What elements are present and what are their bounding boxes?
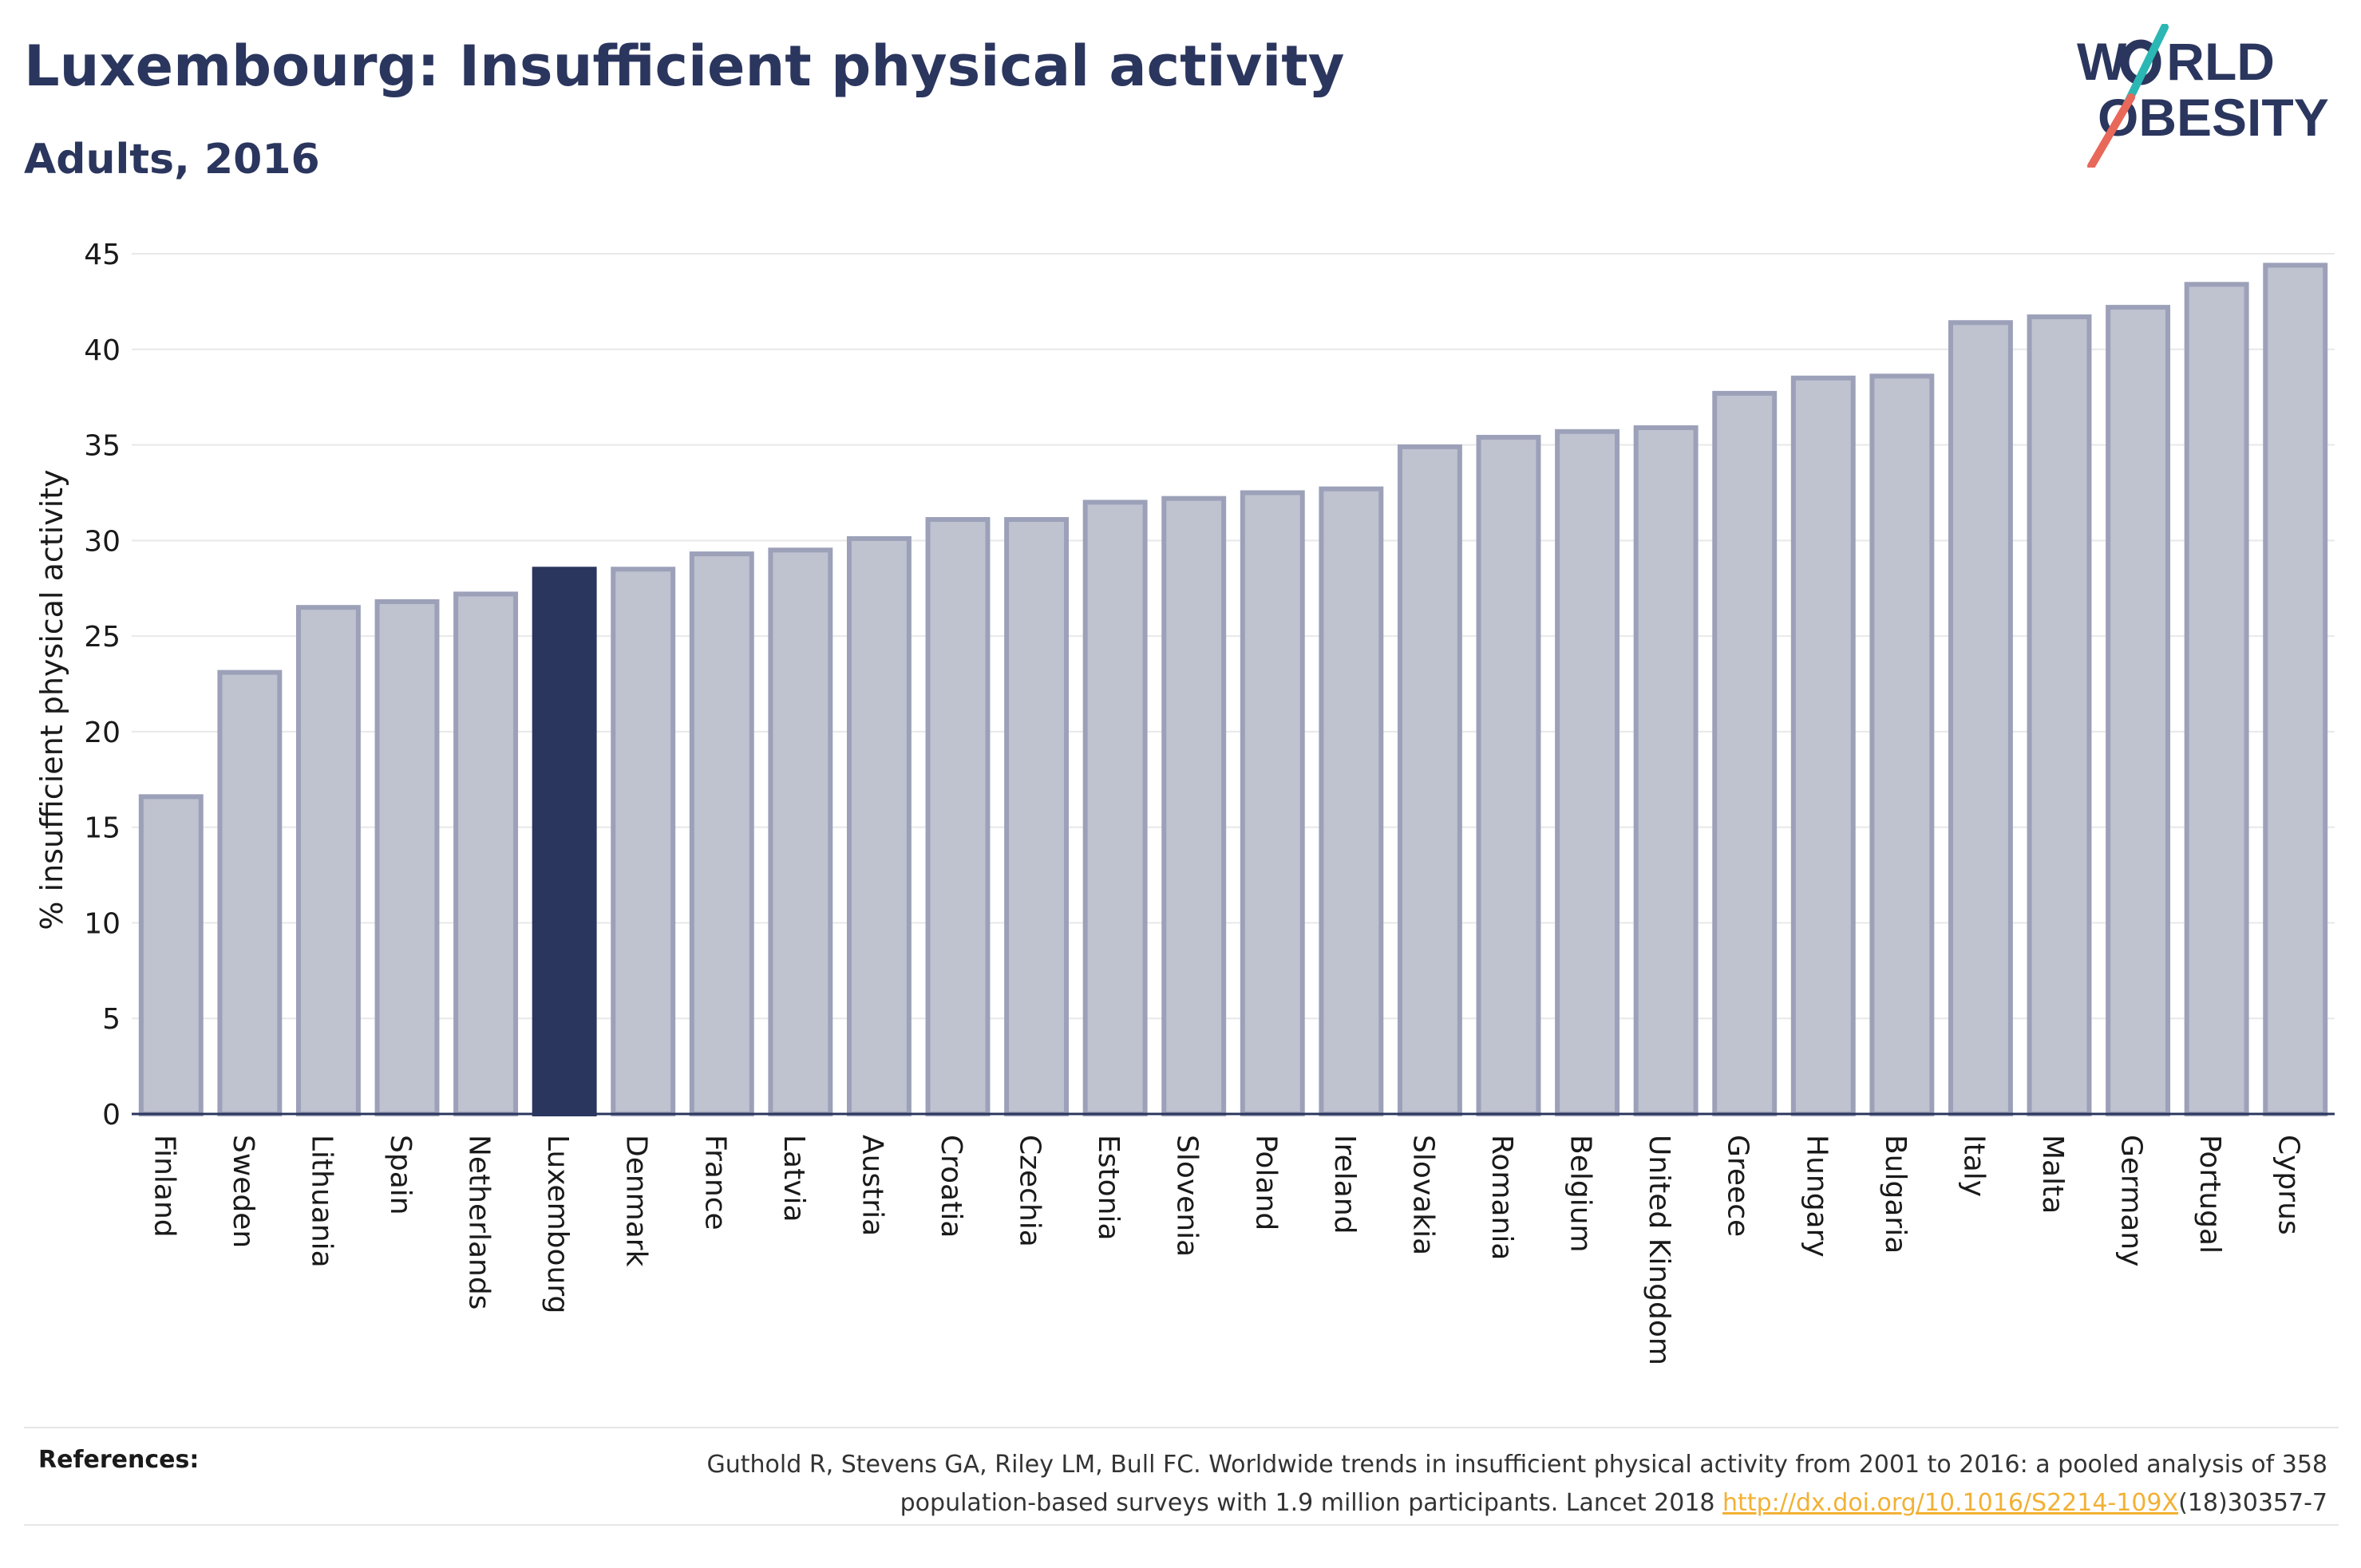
references-label: References: — [38, 1446, 200, 1474]
x-tick-label: Netherlands — [463, 1135, 496, 1309]
bar — [138, 794, 204, 1116]
bar — [2184, 282, 2249, 1117]
y-axis-label: % insufficient physical activity — [34, 469, 69, 930]
bar — [1476, 434, 1541, 1116]
x-tick-label: Poland — [1249, 1135, 1282, 1230]
x-tick-label: Romania — [1485, 1135, 1518, 1260]
bar — [611, 567, 676, 1116]
bar — [2106, 305, 2171, 1116]
bar — [1869, 373, 1935, 1116]
bar — [846, 535, 912, 1116]
bar — [1240, 490, 1305, 1116]
x-tick-label: Spain — [384, 1135, 417, 1215]
bar — [1319, 486, 1384, 1116]
bar — [689, 551, 754, 1116]
x-tick-label: Luxembourg — [541, 1135, 574, 1313]
x-tick-label: Ireland — [1328, 1135, 1361, 1234]
logo-slash-bottom — [2087, 93, 2135, 168]
x-tick-label: Germany — [2115, 1135, 2148, 1266]
bar — [768, 547, 833, 1116]
x-tick-label: Sweden — [227, 1135, 259, 1248]
y-tick-label: 30 — [84, 525, 121, 558]
bar-highlighted — [532, 567, 597, 1116]
bar — [925, 516, 991, 1116]
bar — [1161, 496, 1227, 1116]
logo-text-besity: BESITY — [2138, 88, 2328, 147]
y-tick-label: 20 — [84, 717, 121, 749]
references-citation-suffix: (18)30357-7 — [2178, 1489, 2327, 1517]
x-tick-label: Latvia — [777, 1135, 810, 1222]
bar-chart: 0 5 10 15 20 25 30 35 40 45 Finland Sweden Lithuania… — [34, 239, 2335, 1365]
bar — [217, 669, 283, 1116]
x-tick-label: Denmark — [620, 1135, 653, 1267]
x-tick-label: Italy — [1957, 1135, 1990, 1197]
divider-top — [24, 1427, 2339, 1428]
chart-subtitle: Adults, 2016 — [24, 136, 320, 184]
logo-text-rld: RLD — [2166, 32, 2275, 91]
bar — [2027, 314, 2092, 1116]
bar — [1004, 516, 1070, 1116]
x-tick-label: Greece — [1722, 1135, 1754, 1237]
x-tick-label: Finland — [148, 1135, 180, 1238]
x-tick-label: Malta — [2036, 1135, 2069, 1214]
x-tick-label: Hungary — [1800, 1135, 1833, 1258]
x-tick-label: Portugal — [2193, 1135, 2226, 1254]
axes: 0 5 10 15 20 25 30 35 40 45 Finland Sweden Lithuania… — [84, 239, 2335, 1365]
logo-text-w: W — [2077, 32, 2127, 91]
x-tick-label: Austria — [856, 1135, 888, 1236]
x-tick-label: United Kingdom — [1643, 1135, 1675, 1365]
y-tick-label: 45 — [84, 239, 121, 271]
references-doi-link[interactable]: http://dx.doi.org/10.1016/S2214-109X — [1722, 1489, 2179, 1517]
bar — [1790, 375, 1856, 1116]
y-tick-label: 0 — [102, 1099, 121, 1132]
divider-bottom — [24, 1524, 2339, 1526]
x-tick-label: Lithuania — [305, 1135, 338, 1268]
bar — [1948, 320, 2013, 1116]
bar — [1555, 429, 1620, 1116]
chart-title: Luxembourg: Insufficient physical activi… — [24, 34, 1345, 99]
y-tick-label: 10 — [84, 907, 121, 940]
bar — [1712, 390, 1778, 1116]
y-tick-label: 25 — [84, 621, 121, 654]
y-tick-label: 5 — [102, 1003, 121, 1036]
y-tick-label: 15 — [84, 812, 121, 845]
x-tick-label: France — [698, 1135, 731, 1230]
x-tick-label: Cyprus — [2272, 1135, 2305, 1235]
x-tick-label: Czechia — [1014, 1135, 1046, 1247]
x-tick-label: Belgium — [1564, 1135, 1597, 1253]
x-tick-label: Croatia — [935, 1135, 967, 1238]
references-text: Guthold R, Stevens GA, Riley LM, Bull FC… — [571, 1446, 2327, 1523]
bar — [1633, 425, 1699, 1116]
bar — [374, 598, 440, 1116]
bar — [1397, 444, 1462, 1116]
logo-slash-top — [2123, 24, 2169, 108]
bar — [295, 605, 361, 1116]
bar — [1082, 500, 1148, 1116]
references-citation: Guthold R, Stevens GA, Riley LM, Bull FC… — [706, 1451, 2327, 1517]
y-tick-label: 40 — [84, 334, 121, 367]
x-tick-label: Estonia — [1092, 1135, 1125, 1241]
x-tick-label: Slovenia — [1171, 1135, 1204, 1257]
y-tick-label: 35 — [84, 430, 121, 463]
bar — [2263, 263, 2328, 1117]
bars — [138, 263, 2328, 1117]
x-tick-label: Slovakia — [1406, 1135, 1439, 1255]
x-tick-label: Bulgaria — [1879, 1135, 1912, 1254]
bar — [453, 591, 519, 1116]
